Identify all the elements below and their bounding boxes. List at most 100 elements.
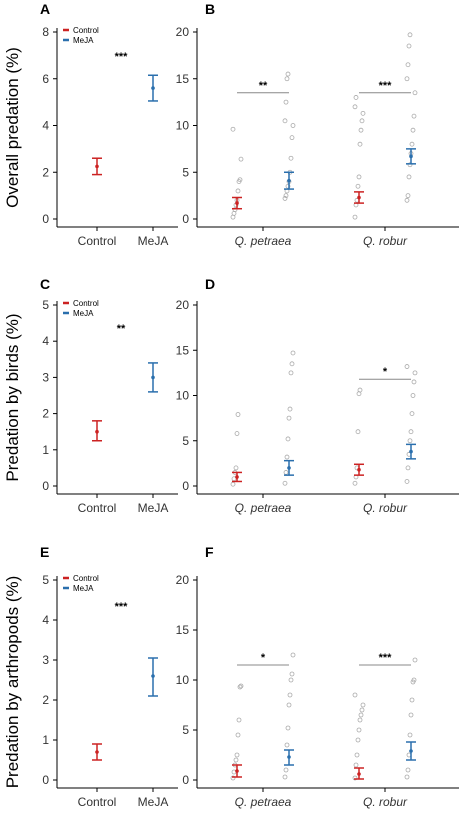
raw-data-point bbox=[235, 412, 241, 417]
y-tick-label: 0 bbox=[42, 773, 49, 787]
mean-point bbox=[287, 755, 291, 759]
error-meja bbox=[148, 657, 158, 697]
significance-label: * bbox=[383, 366, 388, 378]
raw-data-point bbox=[230, 481, 236, 487]
mean-point bbox=[409, 749, 413, 753]
x-tick-label: MeJA bbox=[138, 234, 169, 248]
series-meja bbox=[404, 364, 418, 484]
raw-data-point bbox=[283, 767, 289, 773]
raw-data-point bbox=[289, 361, 295, 367]
raw-data-point bbox=[353, 95, 359, 100]
mean-point bbox=[357, 467, 361, 472]
error-control bbox=[232, 764, 242, 778]
mean-point bbox=[287, 178, 291, 183]
raw-data-point bbox=[357, 387, 363, 393]
raw-data-point bbox=[412, 90, 418, 96]
raw-data-point bbox=[290, 123, 296, 128]
raw-data-point bbox=[405, 62, 411, 68]
raw-data-point bbox=[352, 104, 358, 110]
raw-data-point bbox=[407, 32, 413, 38]
y-axis-title: Overall predation (%) bbox=[3, 47, 22, 208]
panel-d: D 0 5 10 15 20 Q. petraea Q. robur * bbox=[176, 276, 459, 515]
error-control bbox=[354, 463, 364, 476]
panel-e: E 0 1 2 3 4 5 Predation by arthropods (%) Contro… bbox=[3, 544, 178, 809]
series-control bbox=[230, 412, 241, 487]
error-meja bbox=[284, 459, 294, 476]
legend-label-control: Control bbox=[73, 574, 99, 583]
raw-data-point bbox=[234, 431, 240, 436]
error-control bbox=[354, 191, 364, 204]
raw-data-point bbox=[355, 429, 361, 435]
y-tick-label: 8 bbox=[42, 25, 49, 39]
x-tick-label: Q. robur bbox=[363, 795, 408, 809]
raw-data-point bbox=[284, 742, 290, 748]
raw-data-point bbox=[409, 411, 415, 417]
raw-data-point bbox=[285, 436, 291, 442]
significance-label: *** bbox=[379, 652, 393, 664]
raw-data-point bbox=[289, 135, 295, 141]
significance-label: *** bbox=[379, 80, 393, 92]
raw-data-point bbox=[283, 193, 289, 199]
raw-data-point bbox=[406, 174, 412, 180]
error-meja bbox=[406, 741, 416, 761]
raw-data-point bbox=[285, 725, 291, 731]
raw-data-point bbox=[356, 727, 362, 733]
raw-data-point bbox=[404, 76, 410, 82]
mean-point bbox=[235, 475, 239, 479]
raw-data-point bbox=[411, 379, 417, 385]
raw-data-point bbox=[290, 652, 296, 658]
legend-label-meja: MeJA bbox=[73, 36, 94, 45]
error-meja bbox=[284, 749, 294, 766]
raw-data-point bbox=[282, 480, 288, 486]
raw-data-point bbox=[235, 732, 241, 738]
y-tick-label: 0 bbox=[42, 212, 49, 226]
raw-data-point bbox=[408, 712, 414, 718]
raw-data-point bbox=[237, 684, 243, 690]
raw-data-point bbox=[352, 775, 358, 781]
error-meja bbox=[406, 443, 416, 460]
y-tick-label: 4 bbox=[42, 119, 49, 133]
raw-data-point bbox=[282, 774, 288, 780]
x-tick-label: Control bbox=[78, 234, 117, 248]
panel-letter: E bbox=[40, 544, 49, 560]
series-meja bbox=[282, 652, 296, 780]
mean-point bbox=[95, 750, 99, 754]
x-tick-label: Q. robur bbox=[363, 501, 408, 515]
raw-data-point bbox=[232, 207, 238, 213]
raw-data-point bbox=[283, 99, 289, 105]
raw-data-point bbox=[410, 393, 416, 398]
mean-point bbox=[357, 195, 361, 200]
raw-data-point bbox=[359, 118, 365, 124]
y-tick-label: 3 bbox=[42, 370, 49, 384]
raw-data-point bbox=[360, 110, 366, 116]
series-meja bbox=[404, 32, 418, 203]
raw-data-point bbox=[282, 196, 288, 201]
raw-data-point bbox=[412, 370, 418, 376]
panel-letter: C bbox=[40, 276, 50, 292]
mean-point bbox=[95, 429, 99, 434]
series-meja bbox=[404, 657, 418, 780]
raw-data-point bbox=[358, 712, 364, 718]
raw-data-point bbox=[284, 454, 290, 460]
y-tick-label: 15 bbox=[176, 623, 190, 637]
y-tick-label: 0 bbox=[182, 773, 189, 787]
raw-data-point bbox=[357, 717, 363, 723]
significance-label: * bbox=[261, 652, 266, 664]
mean-point bbox=[287, 466, 291, 470]
error-control bbox=[92, 157, 102, 176]
y-tick-label: 2 bbox=[42, 407, 49, 421]
raw-data-point bbox=[355, 737, 361, 743]
raw-data-point bbox=[289, 671, 295, 677]
series-control bbox=[230, 126, 244, 220]
mean-point bbox=[151, 86, 155, 90]
raw-data-point bbox=[288, 677, 294, 683]
raw-data-point bbox=[404, 364, 410, 369]
error-meja bbox=[148, 74, 158, 102]
error-meja bbox=[148, 362, 158, 393]
x-tick-label: MeJA bbox=[138, 795, 169, 809]
raw-data-point bbox=[411, 677, 417, 683]
y-tick-label: 0 bbox=[42, 479, 49, 493]
raw-data-point bbox=[407, 438, 413, 444]
